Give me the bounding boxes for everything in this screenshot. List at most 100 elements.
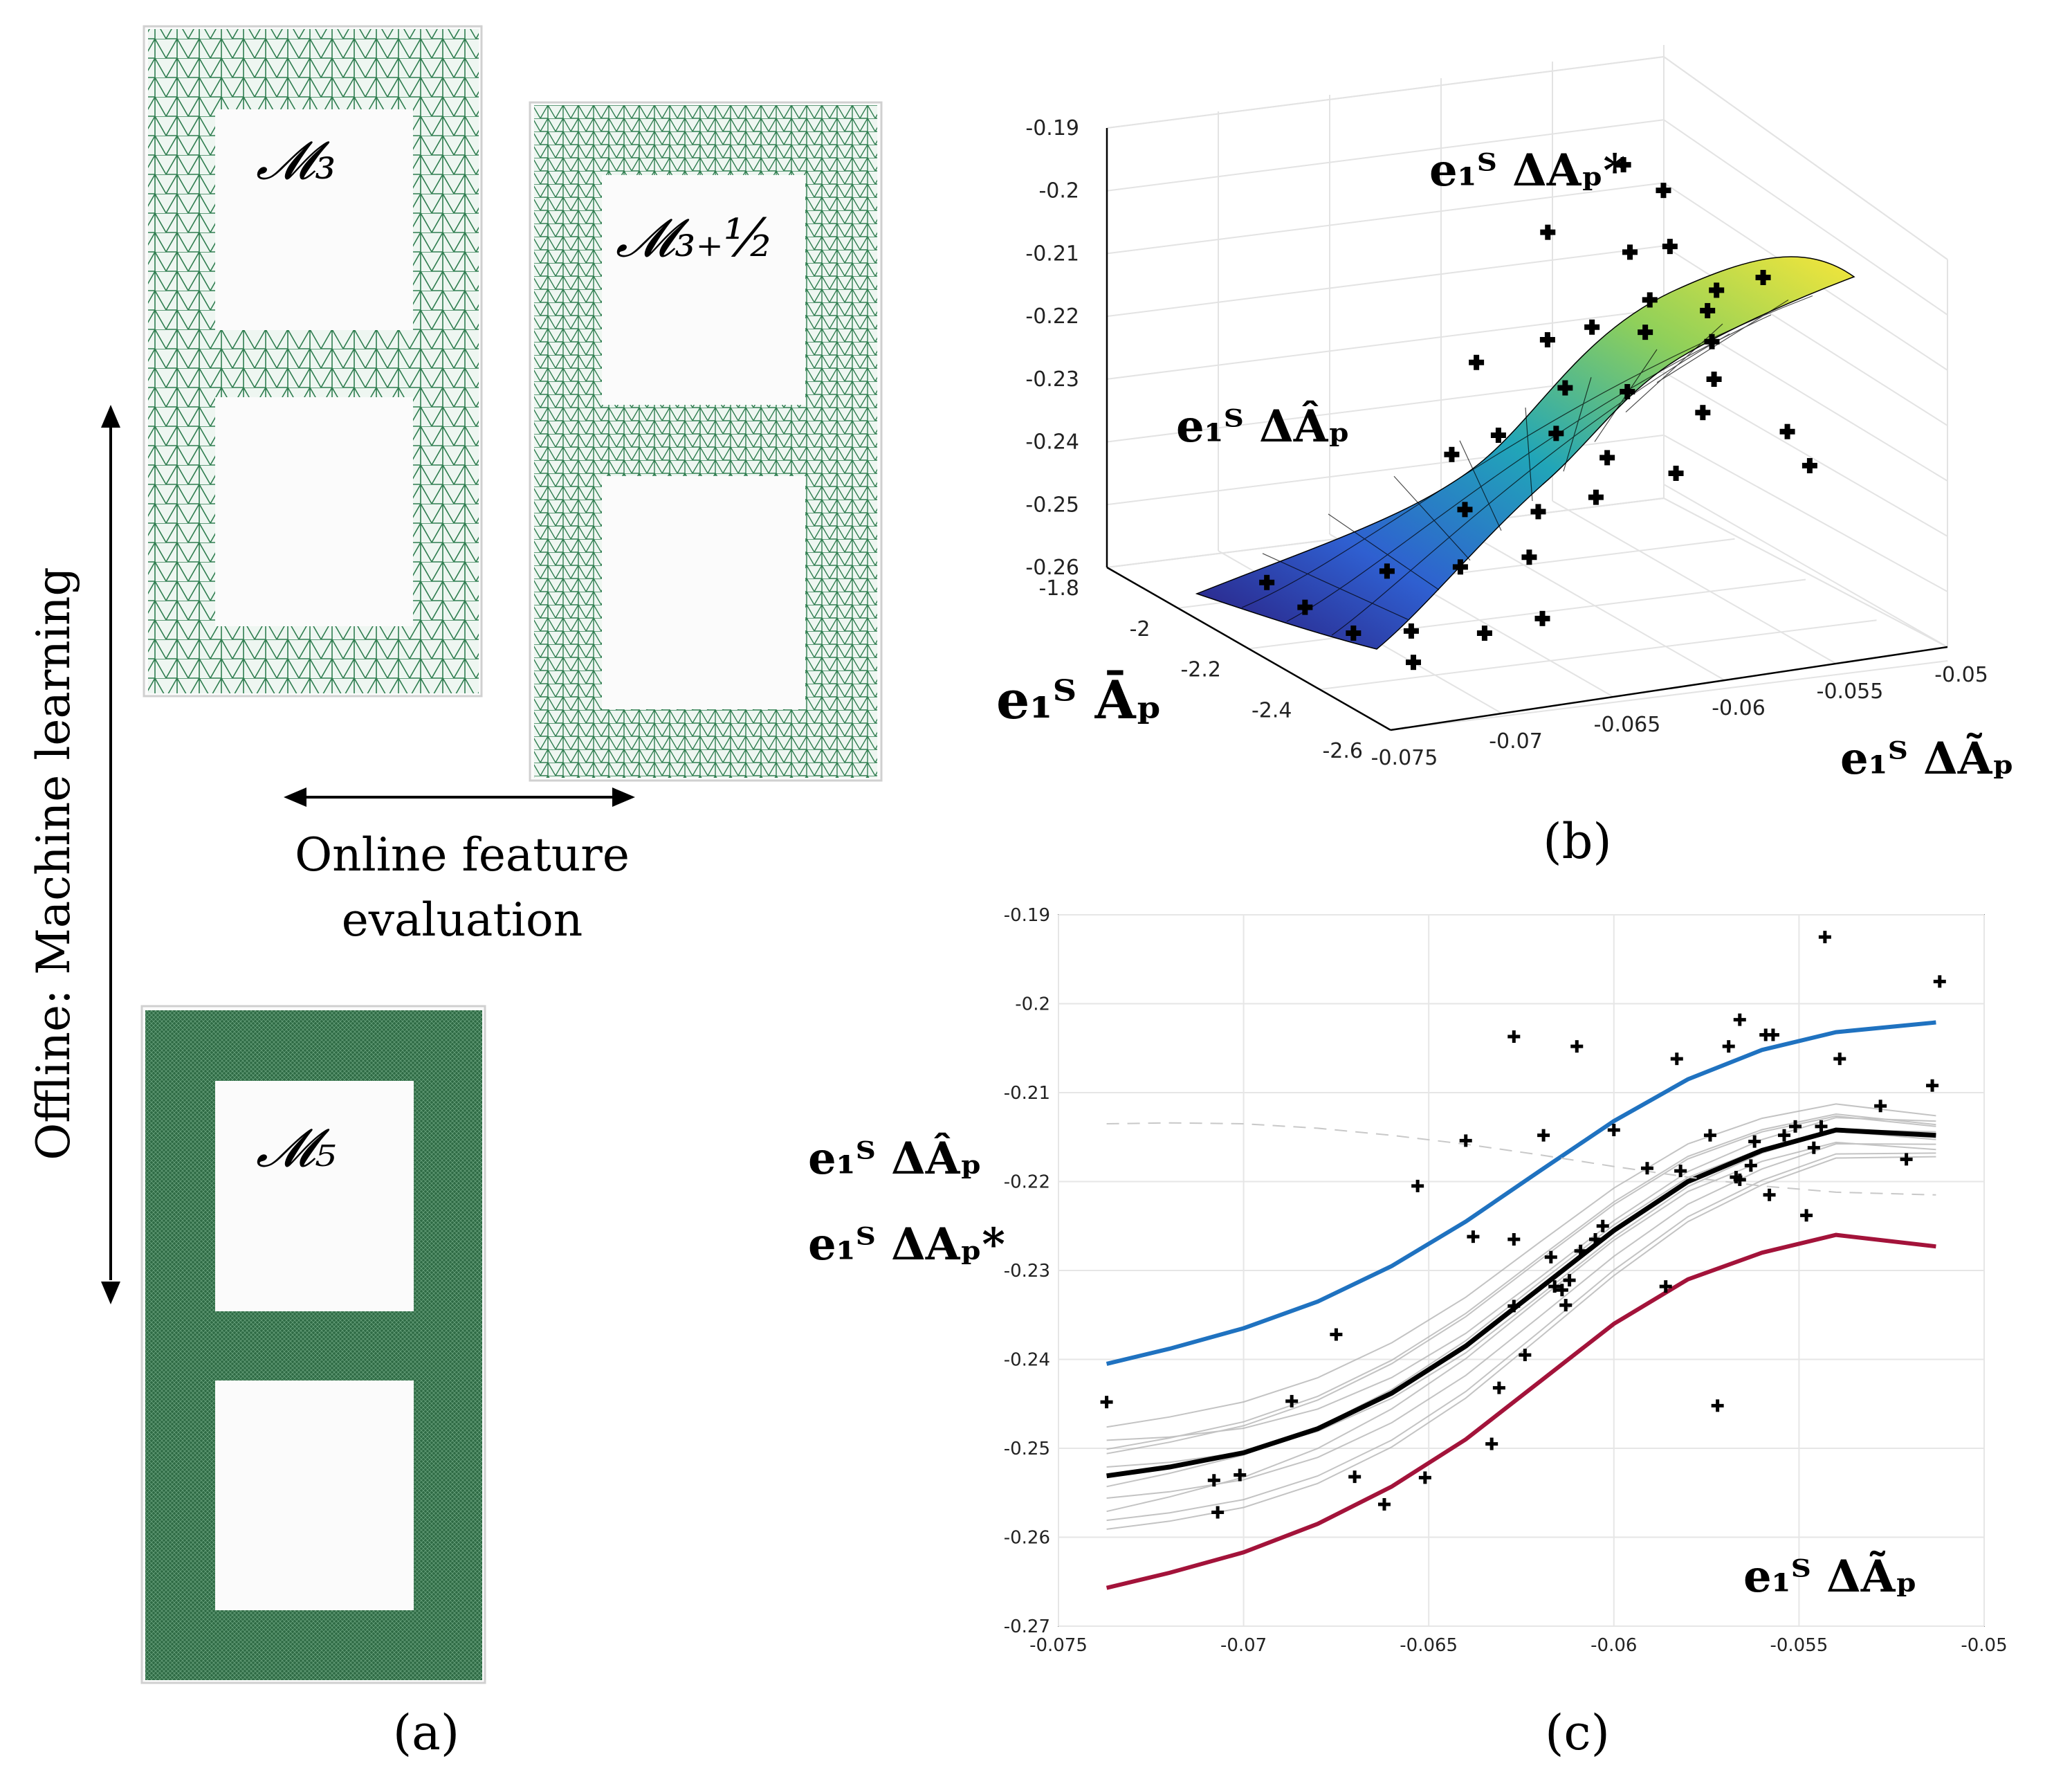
x-tick-label: -0.075: [1029, 1635, 1088, 1656]
online-label-line2: evaluation: [342, 893, 583, 947]
panel-b-points: [1259, 157, 1817, 671]
grid-y-line: [1663, 484, 1948, 648]
grid-z-line-back: [1106, 308, 1665, 380]
mesh-m3half: 𝓜₃₊½: [529, 101, 883, 782]
z-tick-label: -0.19: [1025, 116, 1079, 140]
surface-mesh-line: [1563, 376, 1592, 472]
grid-z-line-right: [1663, 56, 1948, 260]
data-point: [1519, 1349, 1532, 1362]
data-point-3d: [1599, 450, 1615, 466]
data-point: [1766, 1028, 1779, 1041]
offline-arrow: [101, 405, 120, 1304]
data-point: [1800, 1209, 1813, 1222]
data-point: [1900, 1153, 1913, 1166]
y-tick-label: -0.19: [1004, 905, 1050, 926]
data-point-3d: [1584, 319, 1600, 335]
y-tick-label: -0.27: [1004, 1616, 1050, 1637]
panel-a: 𝓜₃ 𝓜₃₊½ 𝓜₅ Offline: Machine learning Onl: [27, 25, 883, 1761]
data-point-3d: [1642, 292, 1658, 308]
sample-curve: [1106, 1115, 1936, 1455]
z-tick-label: -0.21: [1025, 242, 1079, 266]
ylabel-c-line1: e₁ᵀ ΔÂₚ: [808, 1133, 982, 1185]
z-tick-label: -0.2: [1038, 179, 1079, 203]
data-point: [1763, 1188, 1776, 1201]
data-point: [1555, 1284, 1568, 1297]
plot-c-ticks: -0.075 -0.07 -0.065 -0.06 -0.055 -0.05 -0.19 -0…: [1004, 905, 2008, 1656]
surface-mesh-line: [1393, 475, 1471, 561]
surface-mesh-lines: [1241, 295, 1813, 636]
y-tick-label: -0.21: [1004, 1083, 1050, 1104]
data-point-3d: [1588, 489, 1604, 505]
data-point: [1733, 1173, 1746, 1186]
sample-curve: [1106, 1103, 1936, 1428]
data-point: [1211, 1506, 1225, 1519]
plot-c-series: [1106, 1020, 1936, 1590]
mesh-m3half-label: 𝓜₃₊½: [616, 207, 774, 268]
data-point: [1596, 1219, 1609, 1232]
grid-x-line: [1390, 660, 1948, 731]
y-tick-label: -0.075: [1371, 746, 1438, 770]
x-tick-label: -0.065: [1400, 1635, 1458, 1656]
data-point-3d: [1452, 559, 1468, 575]
grid-z-line-right: [1663, 371, 1948, 537]
data-point: [1670, 1053, 1683, 1066]
data-point: [1544, 1250, 1557, 1264]
label-surface-b: e₁ᵀ ΔÂₚ: [1176, 401, 1350, 453]
sample-curve: [1106, 1142, 1936, 1499]
x-tick-label: -0.06: [1590, 1635, 1637, 1656]
x-tick-label: -0.05: [1961, 1635, 2007, 1656]
z-tick-label: -0.23: [1025, 367, 1079, 392]
data-point-3d: [1668, 465, 1684, 481]
data-point: [1507, 1030, 1521, 1044]
data-point: [1467, 1230, 1480, 1243]
x-tick-label: -2.2: [1180, 658, 1221, 682]
sample-curve: [1106, 1113, 1936, 1450]
grid-z-line-right: [1663, 119, 1948, 316]
surface-mesh-curve: [1241, 295, 1813, 608]
data-point: [1789, 1120, 1802, 1133]
series-upper-line: [1106, 1020, 1936, 1366]
data-point-3d: [1469, 354, 1485, 370]
surface-mesh-line: [1625, 323, 1723, 413]
x-tick-label: -2.6: [1322, 739, 1363, 763]
panel-b-axes: [1106, 128, 1948, 731]
surface-fit: [1195, 256, 1855, 650]
surface-mesh-line: [1525, 407, 1533, 502]
x-tick-label: -2: [1130, 617, 1150, 641]
online-label-line1: Online feature: [295, 828, 630, 882]
sample-curve: [1106, 1156, 1936, 1530]
x-tick-label: -0.07: [1220, 1635, 1267, 1656]
data-point: [1733, 1013, 1746, 1026]
z-tick-label: -0.25: [1025, 493, 1079, 517]
ylabel-c-line2: e₁ᵀ ΔAₚ*: [808, 1219, 1005, 1270]
mesh-m5-body: [145, 1010, 482, 1680]
data-point-3d: [1548, 426, 1564, 441]
x-tick-label: -0.055: [1770, 1635, 1828, 1656]
data-point: [1874, 1100, 1887, 1113]
panel-b-ticks: -0.19-0.2-0.21-0.22-0.23-0.24-0.25-0.26-…: [1025, 116, 1988, 770]
mesh-m3half-body: [534, 105, 877, 778]
label-star-b: e₁ᵀ ΔAₚ*: [1429, 145, 1626, 197]
sample-curve: [1106, 1141, 1936, 1513]
data-point: [1485, 1437, 1498, 1450]
data-point-3d: [1615, 157, 1631, 173]
mesh-m3-body: [148, 29, 479, 693]
caption-b: (b): [1543, 813, 1611, 870]
data-point: [1703, 1129, 1716, 1142]
data-point-3d: [1534, 610, 1550, 626]
data-point-3d: [1700, 302, 1716, 318]
data-point: [1348, 1470, 1362, 1484]
data-point-3d: [1706, 372, 1722, 388]
sample-curve: [1106, 1152, 1936, 1522]
data-point: [1492, 1381, 1505, 1394]
z-tick-label: -0.26: [1025, 556, 1079, 580]
data-point-3d: [1656, 183, 1671, 199]
caption-a: (a): [393, 1704, 459, 1761]
grid-z-line-back: [1106, 56, 1665, 129]
data-point-3d: [1709, 282, 1725, 298]
data-point: [1548, 1280, 1561, 1293]
data-point-3d: [1779, 423, 1795, 439]
data-point: [1933, 975, 1946, 988]
data-point-3d: [1695, 405, 1711, 421]
